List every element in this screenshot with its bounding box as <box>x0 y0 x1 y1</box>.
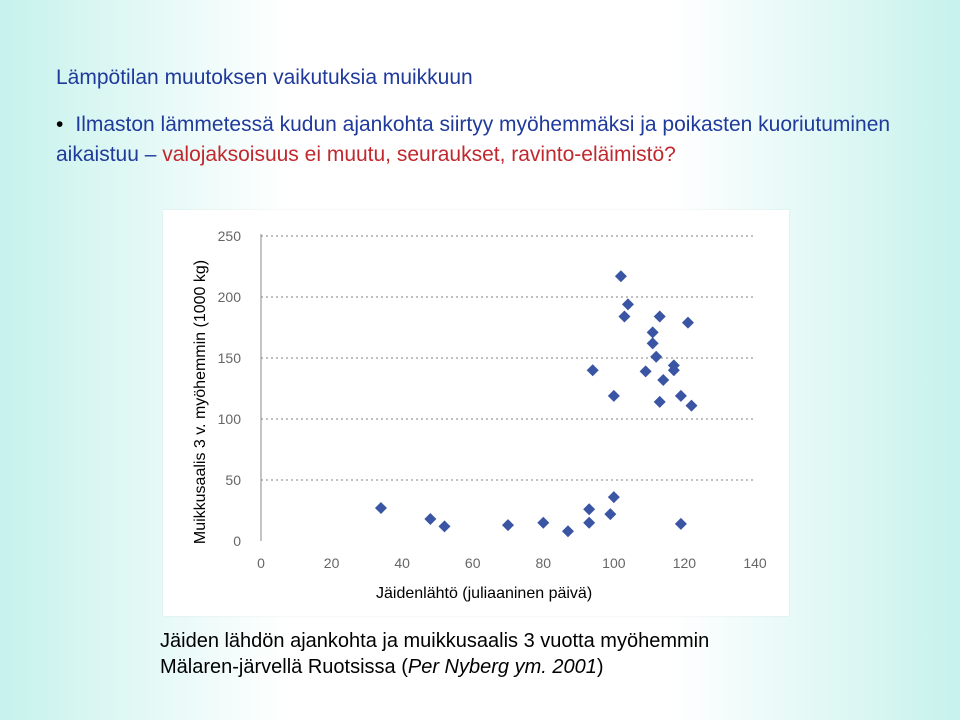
data-point-10 <box>604 508 617 521</box>
data-point-7 <box>583 503 596 516</box>
x-tick-label-140: 140 <box>743 555 767 571</box>
y-tick-label-100: 100 <box>218 411 242 427</box>
data-point-16 <box>639 365 652 378</box>
figure-caption: Jäiden lähdön ajankohta ja muikkusaalis … <box>160 628 709 680</box>
x-tick-label-20: 20 <box>324 555 340 571</box>
data-point-21 <box>653 395 666 408</box>
data-point-6 <box>561 525 574 538</box>
data-point-1 <box>374 502 387 515</box>
x-tick-labels: 0 20 40 60 80 100 120 140 <box>257 555 767 571</box>
caption-line-2-suffix: ) <box>596 656 604 678</box>
scatter-chart: 0 50 100 150 200 250 0 20 40 60 80 100 120 140 <box>218 228 767 571</box>
data-point-3 <box>438 520 451 533</box>
data-point-11 <box>607 491 620 504</box>
bullet-dot-icon: • <box>56 113 64 136</box>
y-tick-label-250: 250 <box>218 228 242 244</box>
x-tick-label-100: 100 <box>602 555 626 571</box>
data-point-14 <box>618 310 631 323</box>
caption-line-2-prefix: Mälaren-järvellä Ruotsissa ( <box>160 656 408 678</box>
y-tick-label-150: 150 <box>218 350 242 366</box>
x-tick-label-120: 120 <box>673 555 697 571</box>
x-tick-label-0: 0 <box>257 555 265 571</box>
data-point-8 <box>583 516 596 529</box>
caption-line-1: Jäiden lähdön ajankohta ja muikkusaalis … <box>160 630 710 652</box>
data-point-28 <box>685 399 698 412</box>
chart-panel: 0 50 100 150 200 250 0 20 40 60 80 100 120 140 <box>163 210 789 616</box>
caption-citation: Per Nyberg ym. 2001 <box>407 656 597 678</box>
x-tick-label-80: 80 <box>535 555 551 571</box>
data-point-2 <box>424 513 437 526</box>
y-axis-label: Muikkusaalis 3 v. myöhemmin (1000 kg) <box>192 259 209 545</box>
bullet-text: • Ilmaston lämmetessä kudun ajankohta sii… <box>56 110 916 170</box>
data-point-13 <box>614 270 627 283</box>
grid-layer <box>261 235 755 481</box>
data-point-20 <box>653 310 666 323</box>
data-point-15 <box>621 298 634 311</box>
data-points <box>374 270 698 538</box>
data-point-9 <box>586 364 599 377</box>
data-point-22 <box>657 373 670 386</box>
data-point-5 <box>537 516 550 529</box>
y-tick-labels: 0 50 100 150 200 250 <box>218 228 242 549</box>
data-point-25 <box>674 389 687 402</box>
y-tick-label-200: 200 <box>218 289 242 305</box>
data-point-12 <box>607 389 620 402</box>
bullet-text-accent: valojaksoisuus ei muutu, seuraukset, rav… <box>162 143 676 166</box>
slide-title: Lämpötilan muutoksen vaikutuksia muikkuu… <box>56 66 473 89</box>
y-tick-label-50: 50 <box>225 472 241 488</box>
data-point-17 <box>646 326 659 339</box>
data-point-24 <box>667 364 680 377</box>
y-tick-label-0: 0 <box>233 533 241 549</box>
caption-line-2: Mälaren-järvellä Ruotsissa (Per Nyberg y… <box>160 654 709 680</box>
data-point-4 <box>502 519 514 532</box>
data-point-18 <box>646 337 659 350</box>
data-point-27 <box>681 316 694 329</box>
x-axis-label: Jäidenlähtö (juliaaninen päivä) <box>376 585 593 602</box>
bullet-text-normal: Ilmaston lämmetessä kudun ajankohta siir… <box>56 113 891 166</box>
x-tick-label-60: 60 <box>465 555 481 571</box>
data-point-19 <box>650 350 663 363</box>
data-point-26 <box>674 517 687 530</box>
x-tick-label-40: 40 <box>394 555 410 571</box>
